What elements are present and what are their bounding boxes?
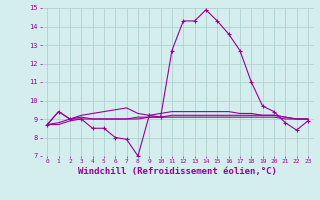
X-axis label: Windchill (Refroidissement éolien,°C): Windchill (Refroidissement éolien,°C) <box>78 167 277 176</box>
